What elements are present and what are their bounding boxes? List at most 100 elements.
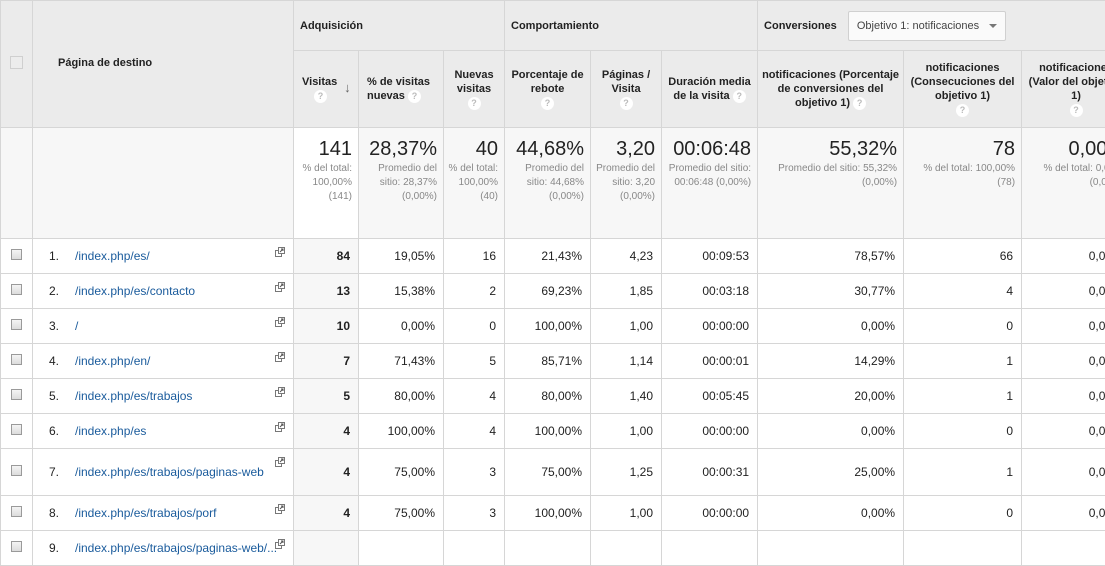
cell-avg-duration: 00:00:01 — [662, 344, 758, 379]
help-icon[interactable]: ? — [853, 97, 866, 110]
cell-pages-per-visit: 4,23 — [591, 239, 662, 274]
open-external-icon[interactable] — [275, 422, 285, 432]
open-external-icon[interactable] — [275, 317, 285, 327]
col-goal-value[interactable]: notificaciones (Valor del objetivo 1)? — [1022, 51, 1105, 128]
cell-pages-per-visit: 1,25 — [591, 449, 662, 496]
col-avg-duration[interactable]: Duración media de la visita ? — [662, 51, 758, 128]
open-external-icon[interactable] — [275, 457, 285, 467]
cell-goal-completions: 0 — [904, 309, 1022, 344]
cell-goal-value: 0,00 € — [1022, 309, 1105, 344]
row-index: 4. — [49, 354, 75, 368]
page-link[interactable]: /index.php/es/contacto — [75, 284, 279, 299]
row-checkbox[interactable] — [11, 249, 22, 260]
cell-pages-per-visit — [591, 531, 662, 566]
sort-desc-icon: ↓ — [344, 80, 351, 95]
cell-goal-completions: 4 — [904, 274, 1022, 309]
table-row: 1./index.php/es/ 84 19,05% 16 21,43% 4,2… — [1, 239, 1105, 274]
help-icon[interactable]: ? — [956, 104, 969, 117]
cell-goal-completions: 0 — [904, 414, 1022, 449]
page-link[interactable]: /index.php/es/trabajos/paginas-web/... — [75, 541, 279, 556]
open-external-icon[interactable] — [275, 504, 285, 514]
help-icon[interactable]: ? — [541, 97, 554, 110]
table-row: 3./ 10 0,00% 0 100,00% 1,00 00:00:00 0,0… — [1, 309, 1105, 344]
cell-bounce-rate: 80,00% — [505, 379, 591, 414]
cell-bounce-rate: 75,00% — [505, 449, 591, 496]
cell-pct-new-visits: 75,00% — [359, 449, 444, 496]
open-external-icon[interactable] — [275, 539, 285, 549]
page-link[interactable]: /index.php/en/ — [75, 354, 279, 369]
row-checkbox[interactable] — [11, 284, 22, 295]
help-icon[interactable]: ? — [1070, 104, 1083, 117]
col-bounce-rate[interactable]: Porcentaje de rebote? — [505, 51, 591, 128]
open-external-icon[interactable] — [275, 282, 285, 292]
row-index: 3. — [49, 319, 75, 333]
col-goal-conv-rate[interactable]: notificaciones (Porcentaje de conversion… — [758, 51, 904, 128]
dimension-header[interactable]: Página de destino — [33, 1, 294, 128]
page-link[interactable]: /index.php/es/trabajos/paginas-web — [75, 465, 279, 480]
table-row: 8./index.php/es/trabajos/porf 4 75,00% 3… — [1, 496, 1105, 531]
cell-pages-per-visit: 1,14 — [591, 344, 662, 379]
cell-goal-conv-rate: 20,00% — [758, 379, 904, 414]
help-icon[interactable]: ? — [733, 90, 746, 103]
row-checkbox[interactable] — [11, 389, 22, 400]
open-external-icon[interactable] — [275, 387, 285, 397]
row-checkbox[interactable] — [11, 354, 22, 365]
col-new-visits[interactable]: Nuevas visitas? — [444, 51, 505, 128]
cell-goal-value: 0,00 € — [1022, 414, 1105, 449]
row-index: 8. — [49, 506, 75, 520]
cell-bounce-rate: 100,00% — [505, 496, 591, 531]
cell-visits: 84 — [294, 239, 359, 274]
row-checkbox[interactable] — [11, 319, 22, 330]
cell-goal-conv-rate: 25,00% — [758, 449, 904, 496]
cell-new-visits: 2 — [444, 274, 505, 309]
cell-goal-value: 0,00 € — [1022, 496, 1105, 531]
cell-goal-conv-rate: 0,00% — [758, 309, 904, 344]
cell-avg-duration — [662, 531, 758, 566]
col-pages-per-visit[interactable]: Páginas / Visita? — [591, 51, 662, 128]
page-link[interactable]: /index.php/es/ — [75, 249, 279, 264]
cell-avg-duration: 00:03:18 — [662, 274, 758, 309]
select-all-cell — [1, 1, 33, 128]
row-index: 6. — [49, 424, 75, 438]
open-external-icon[interactable] — [275, 352, 285, 362]
page-link[interactable]: /index.php/es/trabajos — [75, 389, 279, 404]
row-checkbox[interactable] — [11, 506, 22, 517]
open-external-icon[interactable] — [275, 247, 285, 257]
cell-visits: 4 — [294, 449, 359, 496]
help-icon[interactable]: ? — [408, 90, 421, 103]
col-goal-completions[interactable]: notificaciones (Consecuciones del objeti… — [904, 51, 1022, 128]
total-cell: 55,32%Promedio del sitio: 55,32% (0,00%) — [758, 128, 904, 239]
cell-pct-new-visits: 0,00% — [359, 309, 444, 344]
total-cell: 40% del total: 100,00% (40) — [444, 128, 505, 239]
help-icon[interactable]: ? — [468, 97, 481, 110]
cell-visits: 10 — [294, 309, 359, 344]
cell-goal-conv-rate: 0,00% — [758, 496, 904, 531]
cell-pages-per-visit: 1,00 — [591, 496, 662, 531]
help-icon[interactable]: ? — [314, 90, 327, 103]
help-icon[interactable]: ? — [620, 97, 633, 110]
row-checkbox[interactable] — [11, 465, 22, 476]
row-checkbox[interactable] — [11, 541, 22, 552]
cell-pages-per-visit: 1,00 — [591, 414, 662, 449]
cell-pct-new-visits — [359, 531, 444, 566]
total-cell: 78% del total: 100,00% (78) — [904, 128, 1022, 239]
goal-dropdown[interactable]: Objetivo 1: notificaciones — [848, 11, 1006, 41]
total-cell: 28,37%Promedio del sitio: 28,37% (0,00%) — [359, 128, 444, 239]
col-visitas[interactable]: Visitas ? ↓ — [294, 51, 359, 128]
cell-goal-conv-rate: 78,57% — [758, 239, 904, 274]
total-cell: 44,68%Promedio del sitio: 44,68% (0,00%) — [505, 128, 591, 239]
cell-goal-conv-rate: 0,00% — [758, 414, 904, 449]
cell-new-visits: 4 — [444, 414, 505, 449]
page-link[interactable]: /index.php/es/trabajos/porf — [75, 506, 279, 521]
row-index: 7. — [49, 465, 75, 479]
row-checkbox[interactable] — [11, 424, 22, 435]
table-row: 2./index.php/es/contacto 13 15,38% 2 69,… — [1, 274, 1105, 309]
table-row: 4./index.php/en/ 7 71,43% 5 85,71% 1,14 … — [1, 344, 1105, 379]
table-row: 9./index.php/es/trabajos/paginas-web/... — [1, 531, 1105, 566]
page-link[interactable]: / — [75, 319, 279, 334]
col-pct-new-visits[interactable]: % de visitas nuevas ? — [359, 51, 444, 128]
select-all-checkbox[interactable] — [10, 56, 23, 69]
cell-pct-new-visits: 71,43% — [359, 344, 444, 379]
row-index: 2. — [49, 284, 75, 298]
page-link[interactable]: /index.php/es — [75, 424, 279, 439]
